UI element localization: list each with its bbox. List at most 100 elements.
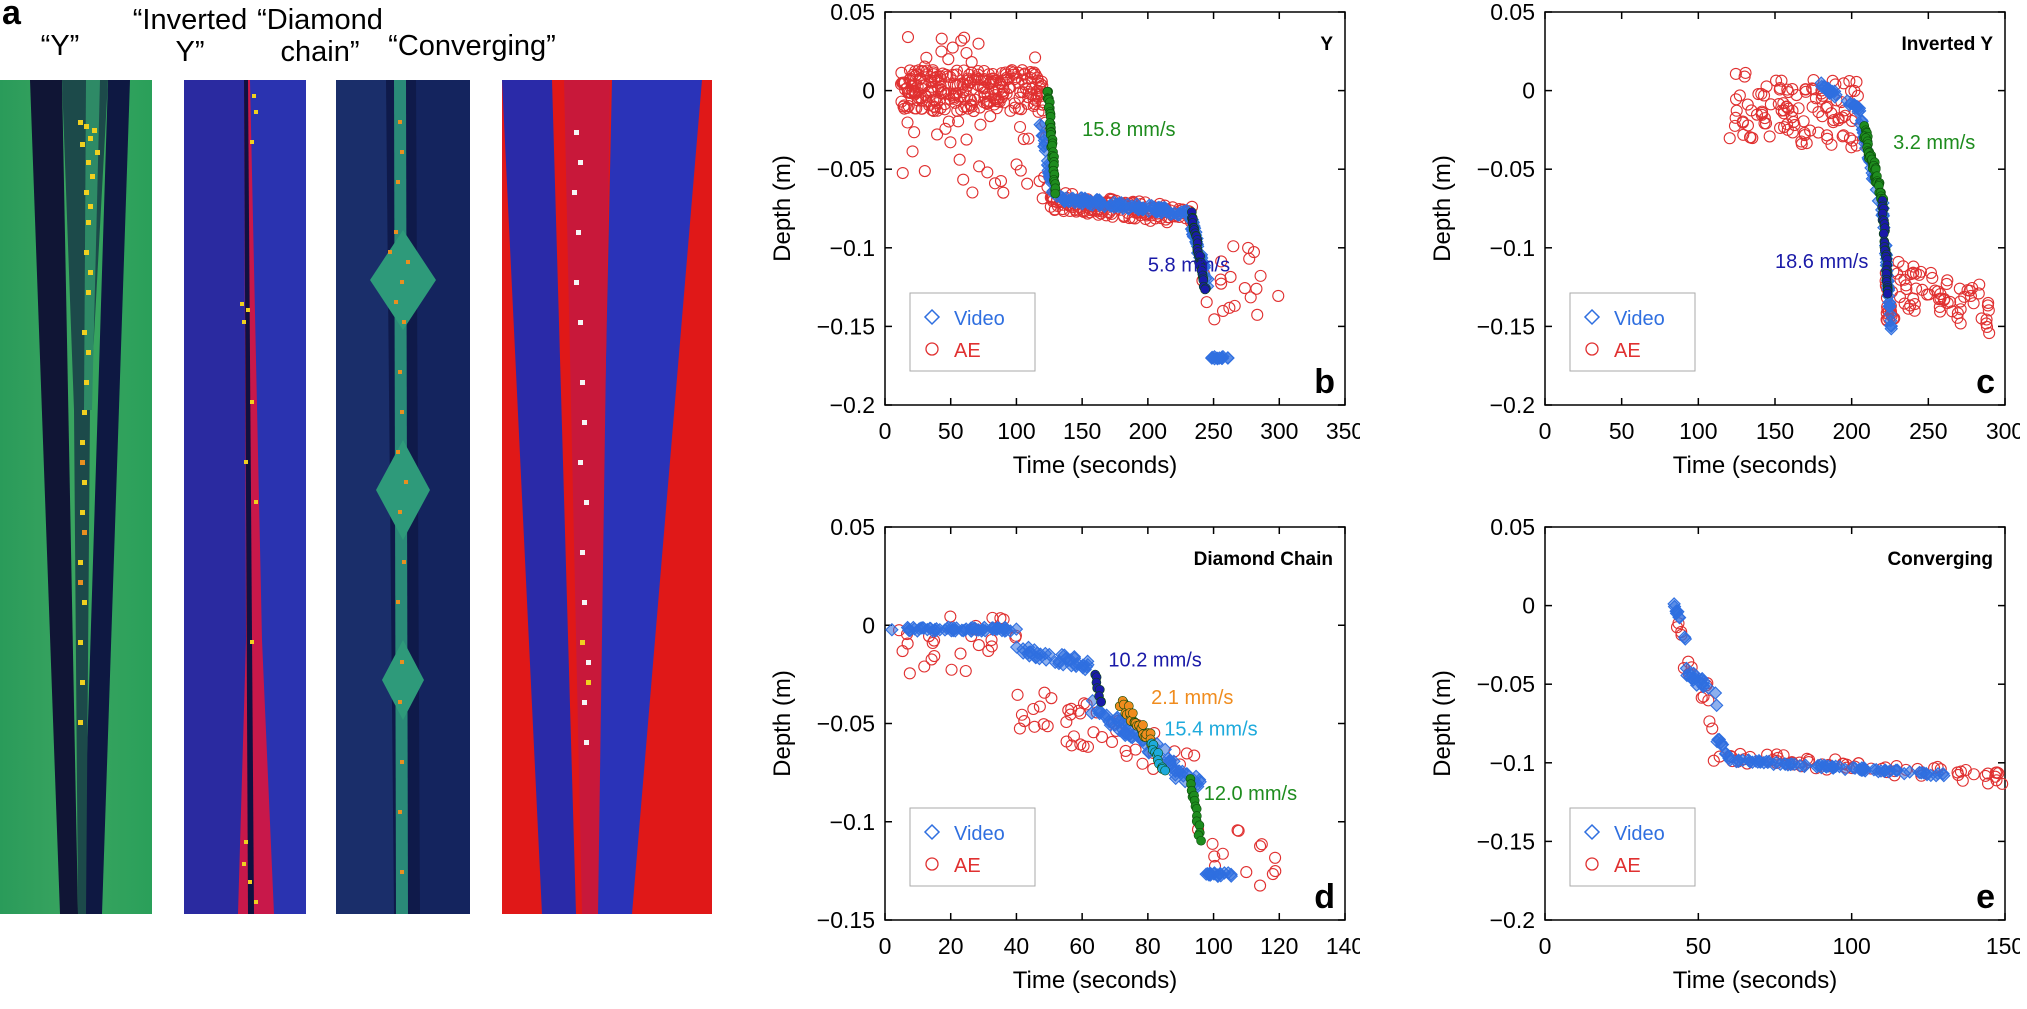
data-point <box>1786 126 1799 139</box>
y-tick-label: −0.15 <box>1477 828 1535 854</box>
data-point <box>1729 111 1742 124</box>
data-point <box>1852 101 1867 116</box>
data-point <box>1136 757 1149 770</box>
image-title-line: Y” <box>175 36 205 68</box>
data-point <box>1972 287 1985 300</box>
data-point <box>1954 303 1967 316</box>
series-fit-a <box>1090 669 1106 707</box>
data-point <box>966 186 979 199</box>
data-point <box>1825 760 1840 775</box>
y-tick-label: −0.05 <box>817 711 875 737</box>
data-point <box>944 610 957 623</box>
data-point <box>1061 194 1076 209</box>
data-point <box>1037 718 1050 731</box>
data-point <box>1033 175 1046 188</box>
data-point <box>1755 108 1768 121</box>
data-point <box>977 620 992 635</box>
plot-area <box>894 31 1285 366</box>
x-tick-label: 150 <box>1063 418 1101 444</box>
data-point <box>920 622 935 637</box>
data-point <box>952 115 965 128</box>
data-point <box>1696 674 1711 688</box>
data-point <box>1839 109 1852 122</box>
data-point <box>1774 121 1787 134</box>
legend-label: AE <box>954 340 981 362</box>
data-point <box>1081 740 1095 753</box>
data-point <box>1951 307 1964 320</box>
data-point <box>972 37 985 50</box>
image-title-inverted-y: “Inverted Y” <box>130 4 250 68</box>
data-point <box>1224 270 1237 284</box>
panel-letter: b <box>1314 363 1335 401</box>
data-point <box>972 68 985 81</box>
data-point <box>918 164 931 178</box>
data-point <box>1821 100 1834 113</box>
data-point <box>1715 737 1730 752</box>
data-point <box>1758 117 1771 130</box>
data-point <box>1933 300 1946 314</box>
data-point <box>944 136 957 149</box>
data-point <box>1146 202 1160 216</box>
legend-marker-video <box>923 308 941 326</box>
data-point <box>957 173 970 186</box>
data-point <box>988 98 1001 111</box>
data-point <box>899 83 912 96</box>
series-video <box>1033 117 1235 366</box>
data-point <box>1200 296 1213 309</box>
series-fit <box>1859 121 1889 204</box>
data-point <box>1228 299 1241 312</box>
data-point <box>1837 129 1850 142</box>
data-point <box>1843 75 1856 88</box>
image-title-line: “Inverted <box>132 4 248 36</box>
data-point <box>990 74 1003 87</box>
y-tick-label: 0 <box>862 612 875 638</box>
data-point <box>1848 84 1861 98</box>
data-point <box>1893 291 1906 304</box>
data-point <box>938 98 951 111</box>
data-point <box>1733 89 1746 102</box>
data-point <box>1744 131 1757 144</box>
data-point <box>1757 89 1771 102</box>
y-tick-label: −0.05 <box>817 156 875 182</box>
y-axis-label: Depth (m) <box>769 670 796 777</box>
data-point <box>951 79 964 92</box>
data-point <box>1980 320 1994 334</box>
data-point <box>1904 299 1917 312</box>
data-point <box>1850 75 1863 89</box>
legend-label: AE <box>1614 340 1641 362</box>
data-point <box>1254 269 1267 282</box>
data-point <box>1982 296 1995 309</box>
data-point <box>1170 207 1185 222</box>
data-point <box>1240 866 1253 879</box>
image-title-diamond-chain: “Diamond chain” <box>255 4 385 68</box>
data-point <box>1008 101 1021 114</box>
data-point <box>902 100 915 113</box>
data-point <box>964 98 977 111</box>
data-point <box>981 97 994 110</box>
data-point <box>1208 313 1221 326</box>
data-point <box>1069 659 1083 674</box>
data-point <box>1022 91 1035 104</box>
legend-marker-video <box>1583 823 1601 841</box>
series-fit-b <box>1114 695 1156 750</box>
panel-letter: c <box>1976 363 1995 401</box>
x-axis-label: Time (seconds) <box>1673 967 1837 994</box>
data-point <box>1730 104 1743 117</box>
data-point <box>1741 98 1754 111</box>
data-point <box>1180 747 1193 760</box>
data-point <box>950 64 964 77</box>
data-point <box>1028 720 1041 733</box>
data-point <box>1812 105 1825 119</box>
data-point <box>1216 847 1229 860</box>
rate-annotation: 3.2 mm/s <box>1893 132 1975 154</box>
data-point <box>925 653 938 666</box>
data-point <box>1825 138 1838 151</box>
data-point <box>1022 132 1035 145</box>
data-point <box>973 101 986 114</box>
data-point <box>1914 766 1928 780</box>
data-point <box>903 667 916 680</box>
data-point <box>1126 211 1139 225</box>
data-point <box>1032 651 1047 666</box>
data-point <box>1018 67 1031 80</box>
data-point <box>958 31 971 44</box>
